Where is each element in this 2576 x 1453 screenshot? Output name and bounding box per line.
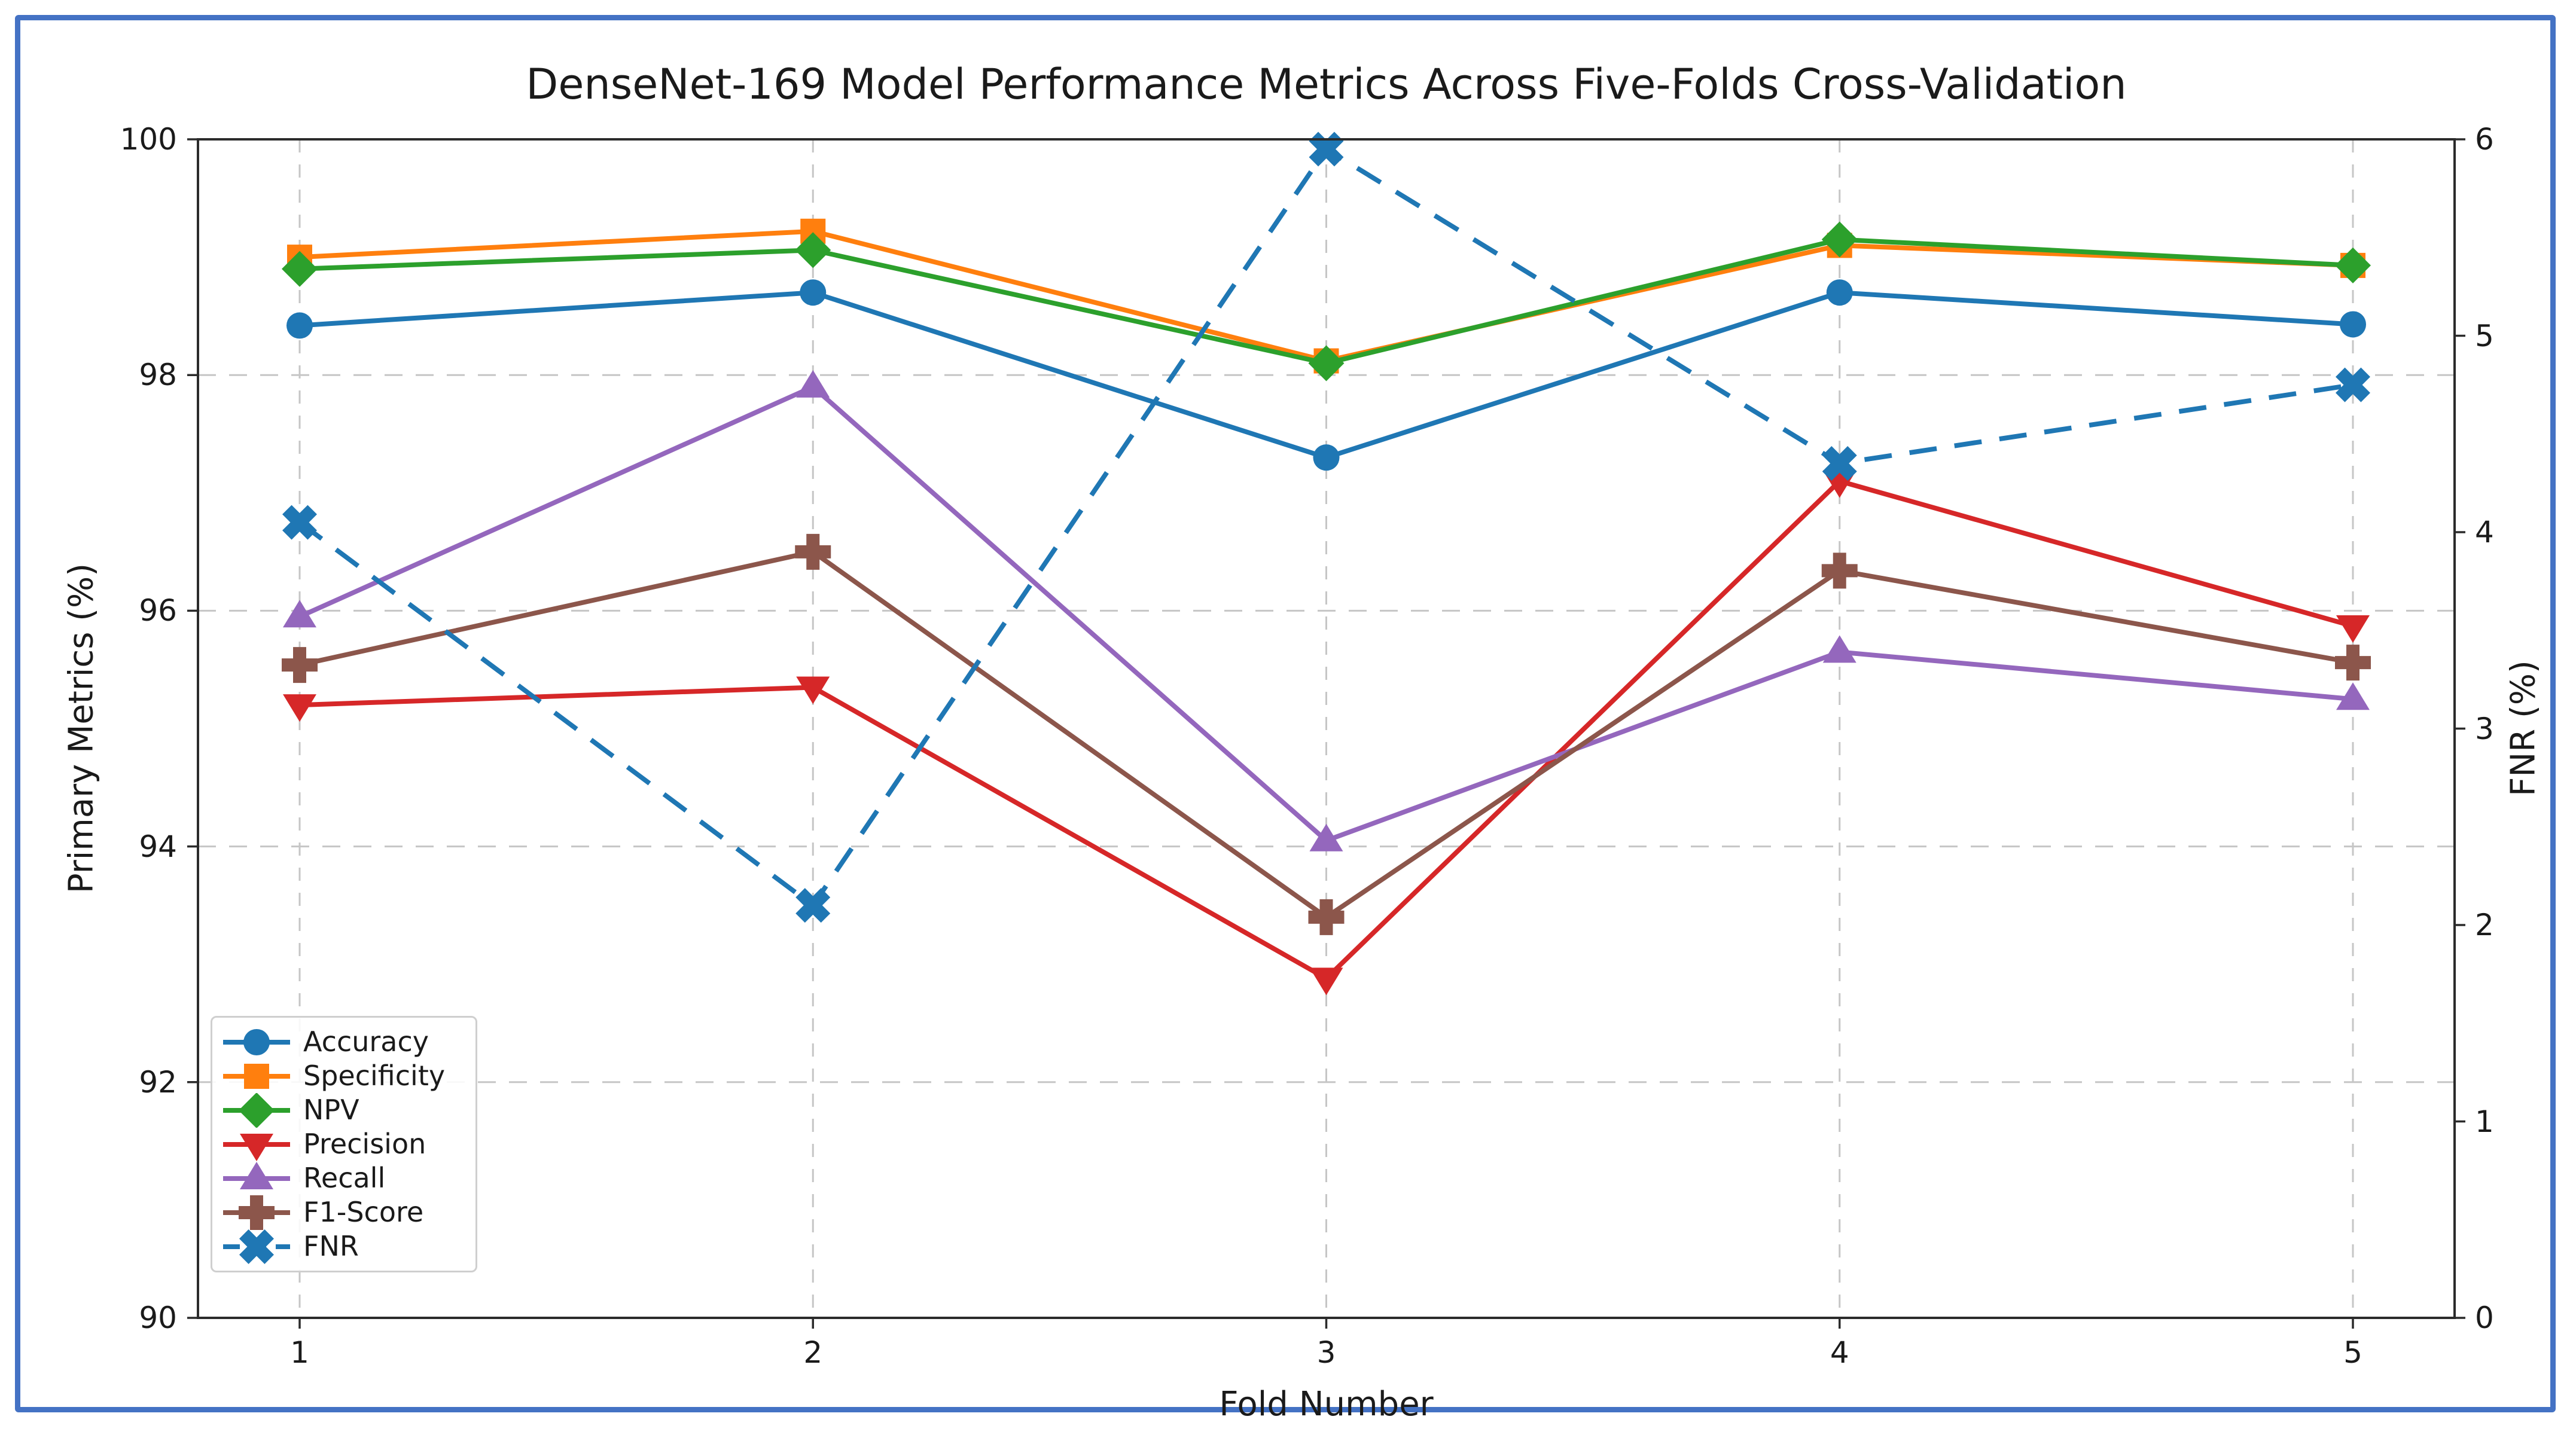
series-marker [239, 1092, 275, 1128]
legend-marker-plus-icon [223, 1195, 290, 1230]
x-axis-tick-label: 4 [1830, 1335, 1849, 1370]
series-marker [2336, 615, 2370, 643]
series-marker [283, 600, 316, 628]
legend-marker-triangle-down-icon [223, 1133, 290, 1161]
series-marker [2336, 682, 2370, 710]
figure-border: DenseNet-169 Model Performance Metrics A… [15, 15, 2556, 1424]
series-marker [1821, 552, 1858, 589]
series-marker [795, 888, 831, 923]
left-axis-tick-label: 92 [139, 1064, 177, 1100]
series-marker [282, 251, 318, 287]
series-marker [2340, 311, 2366, 338]
series-marker [239, 1195, 275, 1230]
left-axis-tick-label: 96 [139, 593, 177, 628]
legend-item-recall: Recall [221, 1161, 467, 1195]
x-axis-tick-label: 1 [290, 1335, 309, 1370]
right-axis-tick-label: 1 [2475, 1104, 2494, 1139]
chart-title: DenseNet-169 Model Performance Metrics A… [526, 60, 2127, 109]
left-axis-tick-label: 98 [139, 358, 177, 393]
legend-marker-circle-icon [223, 1028, 290, 1055]
legend-item-fnr: FNR [221, 1229, 467, 1264]
series-recall [283, 370, 2370, 851]
series-marker [243, 1028, 270, 1055]
legend-item-f1-score: F1-Score [221, 1195, 467, 1230]
series-npv [282, 221, 2371, 381]
x-axis-label: Fold Number [1219, 1385, 1434, 1424]
series-marker [2335, 247, 2371, 283]
series-marker [286, 312, 313, 339]
legend-label: FNR [303, 1230, 359, 1262]
legend-label: Precision [303, 1128, 426, 1160]
right-axis-tick-label: 0 [2475, 1301, 2494, 1335]
series-marker [796, 370, 830, 398]
legend-marker-square-icon [223, 1063, 290, 1089]
series-accuracy [286, 279, 2366, 471]
left-axis-tick-label: 94 [139, 829, 177, 864]
series-f1-score-line [299, 549, 2354, 920]
series-marker [282, 505, 317, 540]
legend-marker-triangle-up-icon [223, 1161, 290, 1189]
legend-marker-diamond-icon [223, 1092, 290, 1128]
series-marker [800, 279, 827, 306]
legend-item-accuracy: Accuracy [221, 1025, 467, 1059]
series-marker [283, 694, 316, 722]
legend-item-npv: NPV [221, 1092, 467, 1128]
legend-label: NPV [303, 1094, 359, 1126]
series-marker [1313, 444, 1340, 471]
right-axis-tick-label: 2 [2475, 908, 2494, 942]
left-axis-tick-label: 100 [120, 122, 177, 157]
series-marker [244, 1063, 269, 1089]
series-marker [1308, 899, 1345, 935]
series-marker [2335, 645, 2371, 681]
legend: Accuracy Specificity NPV Precision Recall F1-… [211, 1016, 477, 1272]
series-marker [1822, 635, 1856, 663]
legend-marker-x-icon [223, 1229, 290, 1264]
x-axis-tick-label: 3 [1316, 1335, 1336, 1370]
legend-label: Specificity [303, 1060, 446, 1092]
series-marker [2336, 367, 2370, 402]
series-marker [282, 647, 318, 683]
x-axis-tick-label: 5 [2343, 1335, 2362, 1370]
left-axis-tick-label: 90 [139, 1301, 177, 1335]
series-marker [240, 1133, 273, 1161]
series-marker [795, 533, 831, 570]
series-marker [239, 1229, 274, 1264]
right-axis-tick-label: 3 [2475, 711, 2494, 746]
series-marker [1826, 279, 1853, 306]
legend-label: Accuracy [303, 1025, 429, 1058]
series-f1-score [282, 533, 2371, 935]
plot-area [187, 132, 2465, 1329]
legend-item-precision: Precision [221, 1127, 467, 1161]
series-marker [1821, 221, 1858, 258]
right-axis-tick-label: 6 [2475, 122, 2494, 157]
series-marker [240, 1161, 273, 1189]
series-marker [796, 676, 830, 704]
series-marker [1309, 823, 1343, 851]
right-axis-tick-label: 4 [2475, 515, 2494, 550]
x-axis-tick-label: 2 [803, 1335, 823, 1370]
series-marker [795, 232, 831, 268]
series-marker [1822, 446, 1857, 481]
legend-item-specificity: Specificity [221, 1059, 467, 1093]
series-marker [1309, 967, 1343, 996]
series-marker [1308, 345, 1345, 381]
legend-label: F1-Score [303, 1196, 424, 1228]
legend-label: Recall [303, 1162, 386, 1194]
right-axis-tick-label: 5 [2475, 318, 2494, 353]
